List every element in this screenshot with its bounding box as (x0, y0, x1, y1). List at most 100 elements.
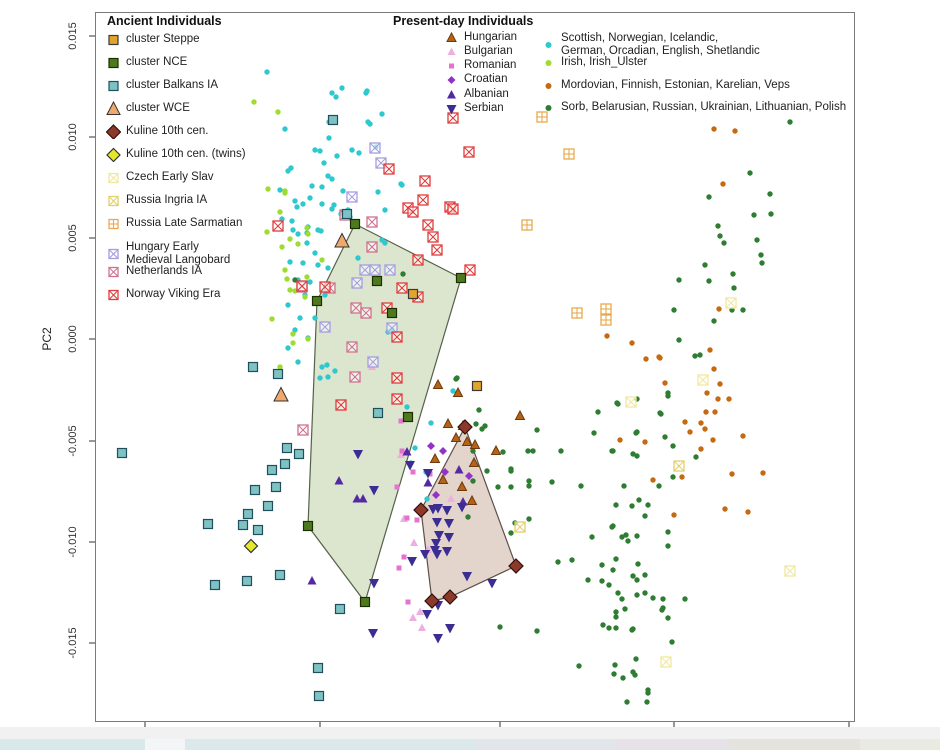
point-sorb-group (747, 170, 753, 176)
point-norway-viking-era (391, 331, 403, 343)
point-mordovian-group (745, 509, 751, 515)
point-sorb-group (702, 262, 708, 268)
point-scottish-group (312, 315, 318, 321)
point-norway-viking-era (412, 254, 424, 266)
point-sorb-group (634, 533, 640, 539)
legend-item-label: Romanian (464, 59, 517, 72)
cluster-steppe-marker-icon (106, 32, 121, 47)
point-sorb-group (558, 448, 564, 454)
point-sorb-group (740, 307, 746, 313)
legend-marker (108, 289, 119, 301)
point-hungarian (456, 480, 468, 491)
legend-item-label: Russia Ingria IA (126, 194, 208, 207)
point-scottish-group (319, 201, 325, 207)
point-scottish-group (412, 445, 418, 451)
point-sorb-group (555, 559, 561, 565)
footer-strip-segment (0, 739, 145, 750)
point-hungary-langobard (375, 157, 387, 169)
legend-item-netherlands-ia: Netherlands IA (106, 264, 202, 279)
point-sorb-group (693, 454, 699, 460)
point-sorb-group (665, 543, 671, 549)
point-serbian (428, 505, 438, 515)
point-scottish-group (304, 240, 310, 246)
point-sorb-group (624, 699, 630, 705)
legend-marker (447, 76, 456, 84)
point-sorb-group (611, 671, 617, 677)
footer-strip-segment (145, 739, 185, 750)
point-scottish-group (321, 160, 327, 166)
point-scottish-group (325, 374, 331, 380)
point-sorb-group (525, 448, 531, 454)
point-sorb-group (400, 271, 406, 277)
point-serbian (487, 579, 497, 589)
point-sorb-group (758, 252, 764, 258)
point-sorb-group (609, 448, 615, 454)
point-mordovian-group (710, 437, 716, 443)
norway-viking-era-marker-icon (106, 287, 121, 302)
point-mordovian-group (617, 437, 623, 443)
point-romanian (399, 448, 405, 454)
point-scottish-group (307, 279, 313, 285)
point-sorb-group (615, 401, 621, 407)
point-norway-viking-era (319, 281, 331, 293)
footer-strip-segment (860, 739, 940, 750)
point-sorb-group (662, 434, 668, 440)
point-irish-group (275, 109, 281, 115)
point-scottish-group (334, 153, 340, 159)
point-sorb-group (612, 662, 618, 668)
legend-marker (108, 266, 119, 278)
point-scottish-group (379, 237, 385, 243)
point-serbian (442, 547, 452, 557)
point-hungarian (490, 444, 502, 455)
point-irish-group (264, 229, 270, 235)
point-serbian (462, 572, 472, 582)
point-sorb-group (706, 194, 712, 200)
point-serbian (420, 550, 430, 560)
sorb-belarusian-russian-ukrainian-lithua-marker-icon (541, 100, 556, 115)
point-mordovian-group (642, 439, 648, 445)
point-romanian (405, 599, 411, 605)
point-scottish-group (285, 345, 291, 351)
point-kuline-10th-cen (508, 558, 524, 574)
point-sorb-group (622, 606, 628, 612)
legend-item-irish-irish-ulster: Irish, Irish_Ulster (541, 55, 647, 70)
point-mordovian-group (657, 355, 663, 361)
point-scottish-group (309, 183, 315, 189)
y-tick-label: -0.005 (67, 425, 79, 457)
point-irish-group (290, 340, 296, 346)
y-tick-label: -0.015 (67, 627, 79, 659)
point-sorb-group (606, 582, 612, 588)
point-sorb-group (682, 596, 688, 602)
legend-item-label: Norway Viking Era (126, 288, 221, 301)
point-russia-late-sarmatian (600, 303, 612, 315)
legend-marker (108, 218, 119, 230)
point-sorb-group (600, 622, 606, 628)
point-norway-viking-era (447, 203, 459, 215)
legend-item-label: Netherlands IA (126, 265, 203, 278)
point-sorb-group (621, 483, 627, 489)
point-cluster-balkans-ia (313, 690, 325, 702)
point-hungarian (437, 473, 449, 484)
point-sorb-group (630, 573, 636, 579)
legend-item-label: Bulgarian (464, 45, 513, 58)
point-sorb-group (497, 624, 503, 630)
legend-item-norway-viking-era: Norway Viking Era (106, 287, 220, 302)
point-kuline-10th-cen (442, 589, 458, 605)
point-cluster-balkans-ia (202, 518, 214, 530)
point-irish-group (287, 236, 293, 242)
point-scottish-group (312, 250, 318, 256)
point-mordovian-group (707, 347, 713, 353)
point-serbian (457, 503, 467, 513)
y-tick-label: 0.005 (67, 224, 79, 252)
point-scottish-group (325, 265, 331, 271)
czech-early-slav-marker-icon (106, 170, 121, 185)
point-mordovian-group (704, 390, 710, 396)
point-serbian (407, 557, 417, 567)
point-sorb-group (595, 409, 601, 415)
point-mordovian-group (712, 409, 718, 415)
point-irish-group (304, 225, 310, 231)
legend-item-russia-ingria-ia: Russia Ingria IA (106, 193, 207, 208)
point-sorb-group (717, 233, 723, 239)
point-sorb-group (670, 474, 676, 480)
point-albanian (358, 494, 368, 503)
